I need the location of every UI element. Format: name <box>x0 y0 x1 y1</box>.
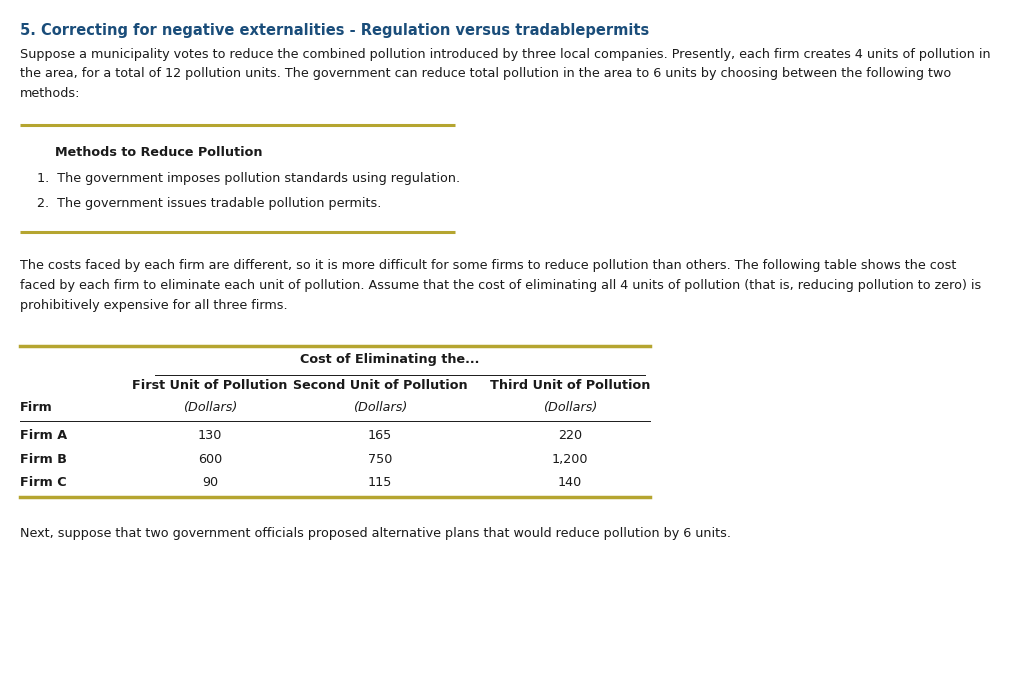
Text: Firm A: Firm A <box>20 429 68 442</box>
Text: 2.  The government issues tradable pollution permits.: 2. The government issues tradable pollut… <box>37 197 381 209</box>
Text: 1,200: 1,200 <box>552 453 588 466</box>
Text: Second Unit of Pollution: Second Unit of Pollution <box>293 379 467 392</box>
Text: Suppose a municipality votes to reduce the combined pollution introduced by thre: Suppose a municipality votes to reduce t… <box>20 48 990 61</box>
Text: 130: 130 <box>198 429 222 442</box>
Text: methods:: methods: <box>20 87 81 100</box>
Text: Methods to Reduce Pollution: Methods to Reduce Pollution <box>55 145 262 159</box>
Text: prohibitively expensive for all three firms.: prohibitively expensive for all three fi… <box>20 299 288 312</box>
Text: (Dollars): (Dollars) <box>353 401 408 414</box>
Text: the area, for a total of 12 pollution units. The government can reduce total pol: the area, for a total of 12 pollution un… <box>20 67 951 81</box>
Text: Firm C: Firm C <box>20 476 67 489</box>
Text: 600: 600 <box>198 453 222 466</box>
Text: The costs faced by each firm are different, so it is more difficult for some fir: The costs faced by each firm are differe… <box>20 260 956 273</box>
Text: First Unit of Pollution: First Unit of Pollution <box>132 379 288 392</box>
Text: 750: 750 <box>368 453 392 466</box>
Text: Firm B: Firm B <box>20 453 67 466</box>
Text: 165: 165 <box>368 429 392 442</box>
Text: 140: 140 <box>558 476 582 489</box>
Text: 5. Correcting for negative externalities - Regulation versus tradablepermits: 5. Correcting for negative externalities… <box>20 23 649 38</box>
Text: 90: 90 <box>202 476 218 489</box>
Text: Third Unit of Pollution: Third Unit of Pollution <box>489 379 650 392</box>
Text: Next, suppose that two government officials proposed alternative plans that woul: Next, suppose that two government offici… <box>20 526 731 540</box>
Text: Cost of Eliminating the...: Cost of Eliminating the... <box>300 353 479 366</box>
Text: (Dollars): (Dollars) <box>543 401 597 414</box>
Text: (Dollars): (Dollars) <box>183 401 238 414</box>
Text: 115: 115 <box>368 476 392 489</box>
Text: Firm: Firm <box>20 401 53 414</box>
Text: 220: 220 <box>558 429 582 442</box>
Text: 1.  The government imposes pollution standards using regulation.: 1. The government imposes pollution stan… <box>37 172 460 184</box>
Text: faced by each firm to eliminate each unit of pollution. Assume that the cost of : faced by each firm to eliminate each uni… <box>20 279 981 292</box>
